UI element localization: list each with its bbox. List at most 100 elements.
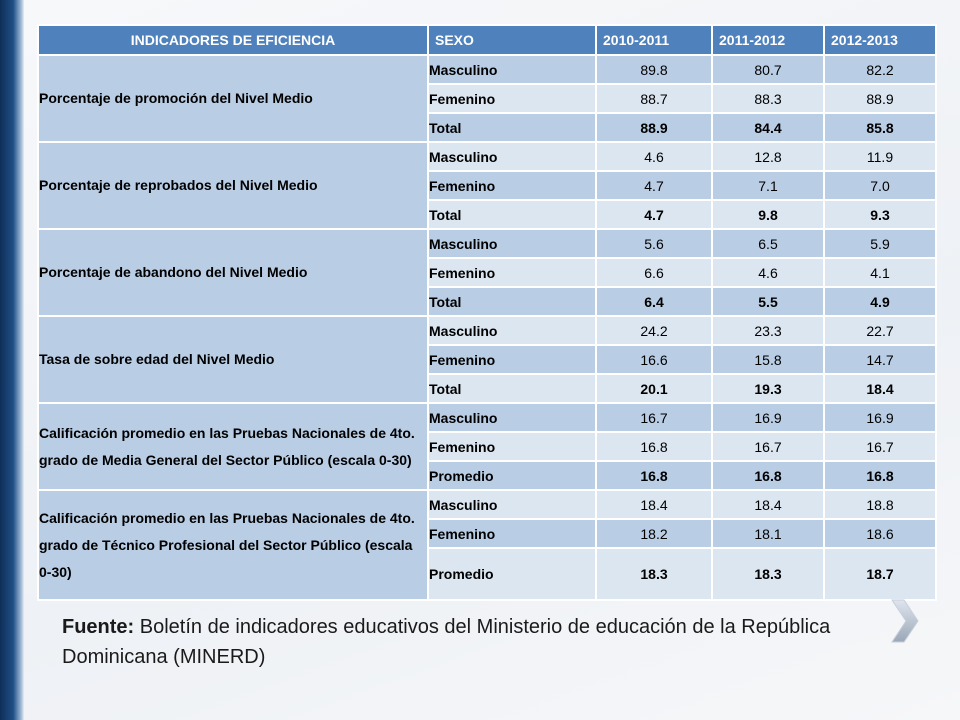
value-cell: 18.1 [711,518,825,549]
value-cell: 18.3 [595,547,713,601]
value-cell: 15.8 [711,344,825,375]
value-cell: 9.8 [711,199,825,230]
value-cell: 12.8 [711,141,825,172]
value-cell: 18.7 [823,547,937,601]
value-cell: 18.4 [595,489,713,520]
value-cell: 16.8 [595,431,713,462]
value-cell: 84.4 [711,112,825,143]
indicator-label: Calificación promedio en las Pruebas Nac… [37,402,429,491]
value-cell: 4.6 [595,141,713,172]
table-row-total: Total 4.7 9.8 9.3 [38,199,937,230]
sex-cell: Total [427,373,597,404]
column-header: SEXO [427,24,597,56]
value-cell: 5.9 [823,228,937,259]
value-cell: 24.2 [595,315,713,346]
table-row: Tasa de sobre edad del Nivel Medio Mascu… [37,315,937,404]
table-row-total: Promedio 18.3 18.3 18.7 [38,547,937,601]
sex-cell: Masculino [427,402,597,433]
sex-cell: Masculino [427,489,597,520]
value-cell: 4.7 [595,199,713,230]
column-header: 2010-2011 [595,24,713,56]
value-cell: 19.3 [711,373,825,404]
table-row-total: Promedio 16.8 16.8 16.8 [38,460,937,491]
source-text: Boletín de indicadores educativos del Mi… [62,616,831,668]
sex-cell: Femenino [427,257,597,288]
value-cell: 7.1 [711,170,825,201]
chevron-right-icon[interactable] [886,598,920,644]
table-row: Femenino 18.2 18.1 18.6 [38,518,937,549]
table-row: Calificación promedio en las Pruebas Nac… [37,402,937,491]
value-cell: 16.8 [711,460,825,491]
table-row: Femenino 4.7 7.1 7.0 [38,170,937,201]
sex-cell: Femenino [427,431,597,462]
table-row: Porcentaje de reprobados del Nivel Medio… [37,141,937,230]
table-row: Femenino 6.6 4.6 4.1 [38,257,937,288]
table-row: Femenino 16.6 15.8 14.7 [38,344,937,375]
indicator-label: Tasa de sobre edad del Nivel Medio [37,315,429,404]
value-cell: 80.7 [711,54,825,85]
value-cell: 4.9 [823,286,937,317]
sex-cell: Total [427,199,597,230]
value-cell: 4.6 [711,257,825,288]
table-header-row: INDICADORES DE EFICIENCIA SEXO 2010-2011… [37,24,937,56]
table-row: Porcentaje de abandono del Nivel Medio M… [37,228,937,317]
value-cell: 5.5 [711,286,825,317]
sex-cell: Promedio [427,547,597,601]
sex-cell: Femenino [427,83,597,114]
value-cell: 16.8 [823,460,937,491]
sex-cell: Masculino [427,315,597,346]
value-cell: 6.4 [595,286,713,317]
sex-cell: Promedio [427,460,597,491]
value-cell: 16.7 [823,431,937,462]
value-cell: 23.3 [711,315,825,346]
sex-cell: Masculino [427,141,597,172]
table-row: Calificación promedio en las Pruebas Nac… [37,489,937,601]
source-label: Fuente: [62,616,135,638]
column-header: INDICADORES DE EFICIENCIA [37,24,429,56]
table-row: Porcentaje de promoción del Nivel Medio … [37,54,937,143]
sex-cell: Total [427,112,597,143]
value-cell: 14.7 [823,344,937,375]
table-row: Femenino 16.8 16.7 16.7 [38,431,937,462]
value-cell: 85.8 [823,112,937,143]
value-cell: 18.2 [595,518,713,549]
value-cell: 6.5 [711,228,825,259]
value-cell: 16.7 [595,402,713,433]
value-cell: 18.4 [823,373,937,404]
value-cell: 6.6 [595,257,713,288]
value-cell: 88.9 [595,112,713,143]
value-cell: 22.7 [823,315,937,346]
indicator-label: Porcentaje de reprobados del Nivel Medio [37,141,429,230]
value-cell: 4.1 [823,257,937,288]
value-cell: 16.7 [711,431,825,462]
sex-cell: Masculino [427,228,597,259]
value-cell: 18.4 [711,489,825,520]
table-row-total: Total 88.9 84.4 85.8 [38,112,937,143]
value-cell: 16.8 [595,460,713,491]
value-cell: 5.6 [595,228,713,259]
source-note: Fuente: Boletín de indicadores educativo… [62,612,842,672]
value-cell: 82.2 [823,54,937,85]
indicator-label: Calificación promedio en las Pruebas Nac… [37,489,429,601]
value-cell: 20.1 [595,373,713,404]
value-cell: 18.8 [823,489,937,520]
value-cell: 89.8 [595,54,713,85]
value-cell: 16.6 [595,344,713,375]
value-cell: 16.9 [711,402,825,433]
table-row-total: Total 20.1 19.3 18.4 [38,373,937,404]
sex-cell: Masculino [427,54,597,85]
table-row-total: Total 6.4 5.5 4.9 [38,286,937,317]
value-cell: 88.7 [595,83,713,114]
table-row: Femenino 88.7 88.3 88.9 [38,83,937,114]
value-cell: 16.9 [823,402,937,433]
value-cell: 18.6 [823,518,937,549]
value-cell: 18.3 [711,547,825,601]
value-cell: 88.9 [823,83,937,114]
value-cell: 88.3 [711,83,825,114]
indicator-label: Porcentaje de promoción del Nivel Medio [37,54,429,143]
left-accent-bar [0,0,24,720]
value-cell: 7.0 [823,170,937,201]
value-cell: 9.3 [823,199,937,230]
sex-cell: Femenino [427,518,597,549]
value-cell: 11.9 [823,141,937,172]
